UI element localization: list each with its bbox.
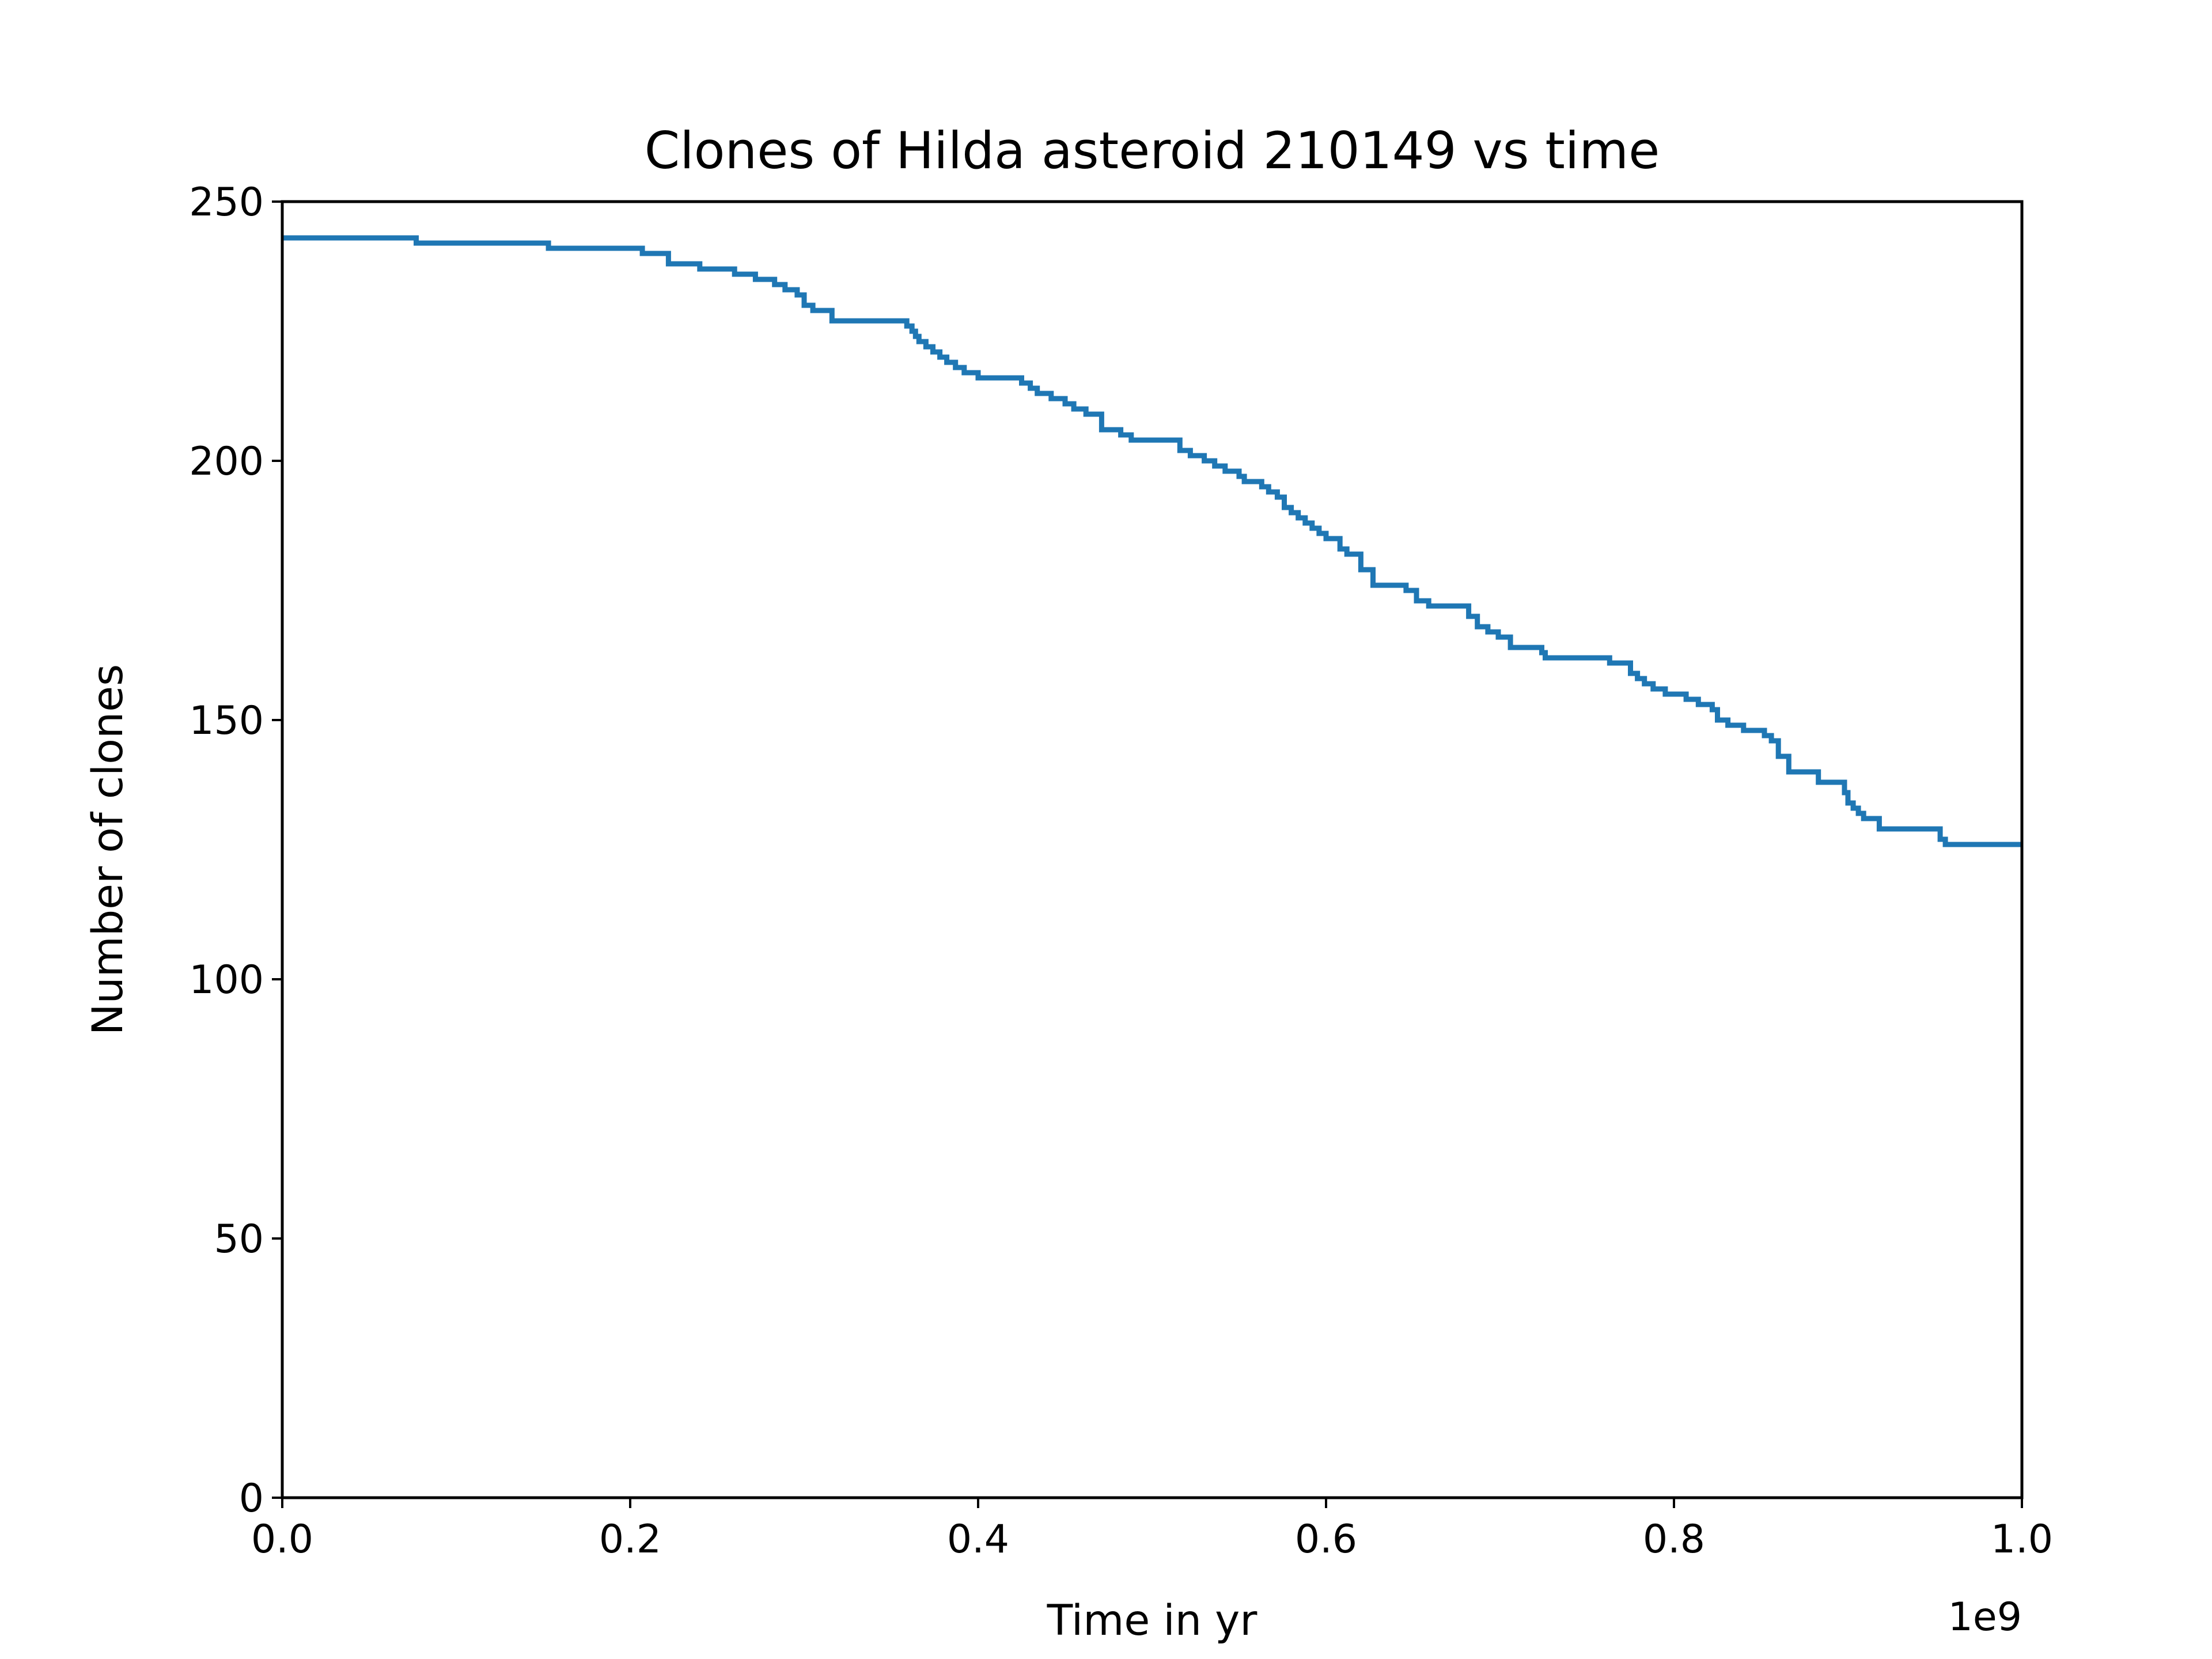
y-axis: 0 50 100 150 200 250 [189, 180, 282, 1521]
y-tick-label: 100 [189, 957, 264, 1003]
series-line-0 [282, 235, 2022, 847]
x-tick-label: 0.8 [1643, 1517, 1705, 1562]
x-axis-offset-label: 1e9 [1948, 1594, 2022, 1640]
y-tick-label: 50 [214, 1217, 264, 1262]
y-tick-label: 150 [189, 698, 264, 744]
series-layer [282, 235, 2022, 847]
x-axis: 0.0 0.2 0.4 0.6 0.8 1.0 [251, 1498, 2053, 1562]
y-tick-label: 250 [189, 180, 264, 225]
chart-title: Clones of Hilda asteroid 210149 vs time [645, 121, 1660, 180]
x-tick-label: 0.4 [947, 1517, 1009, 1562]
axes-frame [281, 200, 2024, 1499]
y-axis-label: Number of clones [84, 664, 132, 1035]
x-tick-label: 0.6 [1295, 1517, 1357, 1562]
axes-background [282, 202, 2022, 1498]
y-tick-label: 200 [189, 439, 264, 484]
x-axis-label: Time in yr [1047, 1596, 1258, 1645]
y-tick-label: 0 [239, 1476, 264, 1521]
x-tick-label: 1.0 [1991, 1517, 2053, 1562]
x-tick-label: 0.0 [251, 1517, 313, 1562]
x-tick-label: 0.2 [599, 1517, 661, 1562]
plot-area [282, 202, 2022, 1498]
